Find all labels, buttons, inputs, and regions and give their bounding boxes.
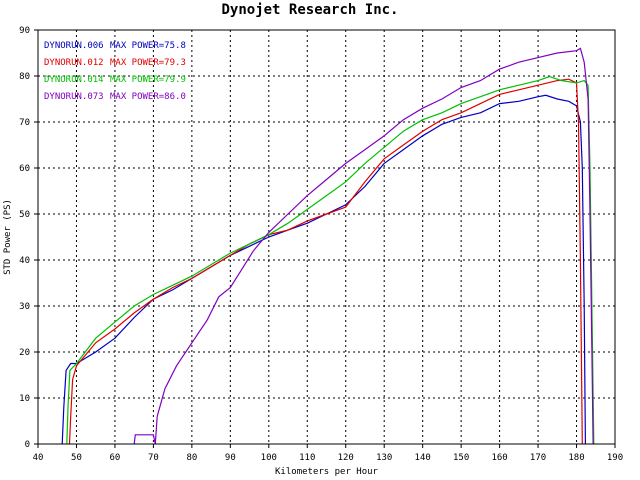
y-tick-label: 40 <box>19 256 30 266</box>
x-axis-label: Kilometers per Hour <box>275 467 379 477</box>
legend-max-power: MAX POWER=79.9 <box>110 75 186 85</box>
y-tick-label: 10 <box>19 394 30 404</box>
legend: DYNORUN.006 MAX POWER=75.8 DYNORUN.012 MAX … <box>44 41 186 102</box>
y-tick-label: 20 <box>19 348 30 358</box>
x-tick-label: 170 <box>530 453 546 463</box>
legend-max-power: MAX POWER=86.0 <box>110 92 186 102</box>
x-tick-label: 150 <box>453 453 469 463</box>
y-tick-label: 60 <box>19 164 30 174</box>
x-tick-label: 110 <box>299 453 315 463</box>
series-layer <box>61 47 595 445</box>
x-tick-label: 60 <box>110 453 121 463</box>
series-line-1 <box>61 94 586 445</box>
x-tick-label: 120 <box>338 453 354 463</box>
legend-run-name: DYNORUN.012 <box>44 58 104 68</box>
x-tick-label: 180 <box>568 453 584 463</box>
plot-frame <box>37 29 616 445</box>
grid <box>38 30 615 444</box>
legend-run-name: DYNORUN.006 <box>44 41 104 51</box>
legend-max-power: MAX POWER=79.3 <box>110 58 186 68</box>
x-tick-label: 100 <box>261 453 277 463</box>
x-tick-label: 80 <box>186 453 197 463</box>
legend-run-name: DYNORUN.014 <box>44 75 104 85</box>
x-tick-label: 40 <box>33 453 44 463</box>
y-tick-label: 0 <box>25 440 30 450</box>
x-tick-label: 140 <box>415 453 431 463</box>
legend-max-power: MAX POWER=75.8 <box>110 41 186 51</box>
y-axis-label: STD Power (PS) <box>3 199 13 275</box>
x-tick-label: 90 <box>225 453 236 463</box>
x-tick-label: 160 <box>491 453 507 463</box>
x-tick-label: 190 <box>607 453 623 463</box>
y-tick-label: 30 <box>19 302 30 312</box>
y-tick-label: 50 <box>19 210 30 220</box>
legend-run-name: DYNORUN.073 <box>44 92 104 102</box>
y-tick-label: 70 <box>19 118 30 128</box>
x-tick-label: 50 <box>71 453 82 463</box>
y-tick-label: 80 <box>19 72 30 82</box>
series-line-4 <box>133 47 594 445</box>
series-line-3 <box>66 75 595 445</box>
x-tick-label: 70 <box>148 453 159 463</box>
x-tick-label: 130 <box>376 453 392 463</box>
y-tick-label: 90 <box>19 26 30 36</box>
series-line-2 <box>68 78 583 445</box>
ticks: 40 50 60 70 80 90 100 110 120 130 140 150 160 170 180 1… <box>19 26 623 463</box>
chart-title: Dynojet Research Inc. <box>221 2 398 18</box>
